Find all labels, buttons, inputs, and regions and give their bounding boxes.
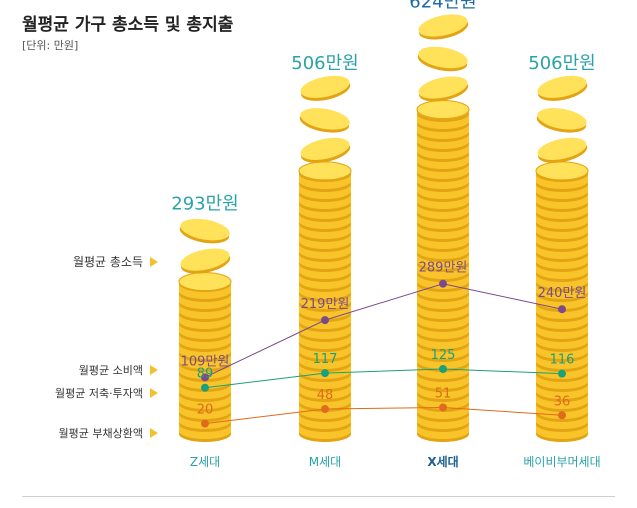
chart-title: 월평균 가구 총소득 및 총지출 [22,15,234,35]
coin-stack [298,75,352,442]
data-label: 36 [554,394,571,409]
floating-coin [299,108,350,133]
data-label: 116 [550,353,575,368]
data-point [439,403,447,412]
series-line [204,406,563,425]
series-line [204,368,563,389]
data-point [321,369,329,378]
income-label: 506만원 [528,53,595,74]
data-point [201,419,209,428]
data-label: 219만원 [301,297,350,312]
legend-label: 월평균 총소득 [73,255,143,269]
coin [418,46,468,69]
coin-top [178,272,232,292]
income-label: 293만원 [171,194,238,215]
data-label: 109만원 [181,354,230,369]
data-point [201,373,209,382]
legend-arrow-icon [150,428,158,438]
coin [537,108,587,130]
data-point [558,411,566,420]
legend-arrow-icon [150,365,158,375]
data-point [439,365,447,373]
data-label: 20 [197,403,214,418]
floating-coin [180,248,231,274]
unit-label: [단위: 만원] [22,39,79,52]
data-point [558,305,566,314]
coin-top [298,161,352,181]
coin [418,76,468,99]
category-axis: Z세대 M세대 X세대 베이비부머세대 [190,454,601,469]
data-label: 51 [435,386,452,401]
coin-stacks: 293만원 506만원 624만원 506만원 [171,0,596,442]
data-label: 48 [317,388,334,403]
coin [418,14,468,37]
data-point [321,405,329,414]
data-label: 117 [313,352,338,367]
data-label: 240만원 [538,286,587,301]
data-point [321,316,329,325]
floating-coin [537,137,588,163]
bottom-divider [22,496,615,497]
series-lines: 109만원 219만원 289만원 240만원 89 117 125 116 20 48 51 36 [181,261,587,428]
coin [180,248,230,271]
legend-arrow-icon [150,388,158,398]
floating-coin [537,75,588,101]
floating-coin [418,76,469,102]
coin-stack [535,75,589,442]
coin [180,218,230,241]
floating-coin [418,14,469,40]
coin-top [416,100,470,120]
floating-coin [417,46,468,72]
income-label: 624만원 [409,0,476,13]
legend-label: 월평균 부채상환액 [59,427,143,440]
floating-coin [179,218,230,244]
coin [300,108,350,130]
data-label: 289만원 [419,261,468,276]
data-point [558,369,566,378]
legend-label: 월평균 소비액 [79,364,143,377]
legend-arrow-icon [150,257,158,267]
data-label: 125 [431,348,456,363]
category-label: X세대 [427,454,458,469]
data-point [439,279,447,288]
floating-coin [300,137,351,163]
coin-top [535,161,589,181]
coin [537,137,587,160]
category-label: 베이비부머세대 [523,455,600,469]
income-label: 506만원 [291,53,358,74]
category-label: M세대 [309,455,341,469]
floating-coin [536,108,587,133]
category-label: Z세대 [190,455,220,469]
coin [537,75,587,98]
data-label: 89 [197,367,214,382]
coin-stack [416,14,470,442]
coin [300,137,350,160]
floating-coin [300,75,351,101]
legend-label: 월평균 저축·투자액 [55,387,143,400]
coin [300,75,350,98]
series-line [204,283,563,378]
data-point [201,383,209,392]
coin-stack [178,218,232,442]
